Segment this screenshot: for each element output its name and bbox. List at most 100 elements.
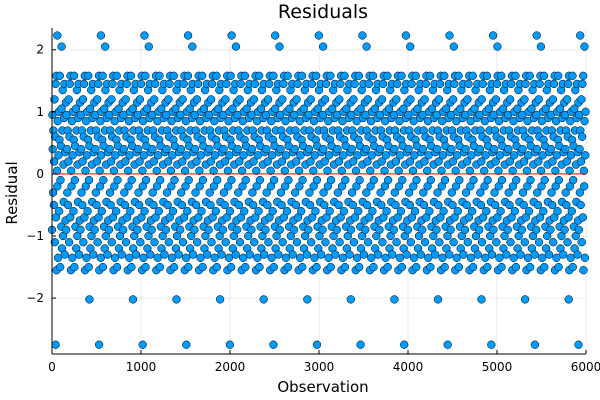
data-point xyxy=(423,166,432,175)
data-point xyxy=(247,144,257,154)
data-point xyxy=(241,262,250,272)
data-point xyxy=(277,200,286,210)
data-point xyxy=(262,188,271,197)
data-point xyxy=(511,262,521,272)
data-point xyxy=(546,144,556,154)
data-point xyxy=(312,262,321,272)
data-point xyxy=(369,262,378,272)
data-point xyxy=(295,253,305,262)
data-point xyxy=(408,166,418,175)
x-tick-label: 2000 xyxy=(215,360,246,374)
data-point xyxy=(221,95,230,104)
data-point xyxy=(368,71,378,80)
data-point xyxy=(497,175,507,185)
data-point xyxy=(464,79,473,89)
data-point xyxy=(575,188,585,197)
data-point xyxy=(103,250,112,259)
data-point xyxy=(467,151,476,160)
data-point xyxy=(78,157,87,166)
data-point xyxy=(562,200,571,210)
data-point xyxy=(232,225,242,234)
data-point xyxy=(71,104,81,113)
data-point xyxy=(443,340,452,349)
data-point xyxy=(405,200,414,210)
data-point xyxy=(468,262,478,272)
data-point xyxy=(198,262,207,272)
data-point xyxy=(302,250,312,259)
data-point xyxy=(260,250,269,259)
data-point xyxy=(312,71,321,80)
data-point xyxy=(185,104,194,113)
data-point xyxy=(390,144,399,154)
data-point xyxy=(70,262,79,272)
data-point xyxy=(57,42,66,51)
data-point xyxy=(521,79,530,89)
data-point xyxy=(320,95,330,104)
data-point xyxy=(126,207,135,216)
data-point xyxy=(363,157,372,166)
data-point xyxy=(157,104,166,113)
data-point xyxy=(182,253,191,262)
data-point xyxy=(282,151,291,160)
data-point xyxy=(223,166,233,175)
data-point xyxy=(562,157,571,166)
data-point xyxy=(473,250,482,259)
data-point xyxy=(470,104,479,113)
data-point xyxy=(520,238,529,247)
x-tick-label: 5000 xyxy=(482,360,513,374)
data-point xyxy=(263,200,272,210)
data-point xyxy=(440,175,450,185)
data-point xyxy=(492,79,502,89)
data-point xyxy=(518,144,527,154)
data-point xyxy=(534,238,544,247)
data-point xyxy=(364,79,373,89)
data-point xyxy=(276,188,286,197)
data-point xyxy=(320,157,329,166)
data-point xyxy=(574,340,583,349)
data-point xyxy=(125,151,134,160)
data-point xyxy=(236,79,245,89)
data-point xyxy=(434,157,443,166)
data-point xyxy=(155,71,164,80)
data-point xyxy=(494,166,503,175)
data-point xyxy=(382,207,391,216)
data-point xyxy=(490,144,499,154)
data-point xyxy=(367,253,376,262)
data-point xyxy=(459,250,468,259)
data-point xyxy=(131,250,141,259)
data-point xyxy=(518,188,528,197)
data-point xyxy=(441,104,451,113)
data-point xyxy=(349,157,358,166)
data-point xyxy=(63,188,72,197)
data-point xyxy=(196,151,205,160)
data-point xyxy=(349,238,359,247)
data-point xyxy=(555,104,565,113)
data-point xyxy=(94,340,104,349)
data-point xyxy=(297,207,306,216)
data-point xyxy=(462,200,471,210)
data-point xyxy=(342,104,351,113)
data-point xyxy=(252,166,261,175)
data-point xyxy=(166,166,176,175)
data-point xyxy=(141,175,151,185)
data-point xyxy=(212,262,221,272)
data-point xyxy=(482,71,492,80)
data-point xyxy=(218,225,228,234)
data-point xyxy=(433,144,442,154)
data-point xyxy=(397,262,407,272)
data-point xyxy=(493,42,502,51)
data-point xyxy=(310,253,319,262)
data-point xyxy=(425,71,435,80)
data-point xyxy=(125,253,134,262)
y-tick-label: 1 xyxy=(36,105,44,119)
data-point xyxy=(355,262,364,272)
data-point xyxy=(48,188,58,197)
data-point xyxy=(64,157,73,166)
data-point xyxy=(566,253,575,262)
data-point xyxy=(491,95,501,104)
x-tick-label: 6000 xyxy=(571,360,600,374)
data-point xyxy=(538,151,547,160)
axes: 0 1000 2000 3000 4000 5000 6000 −2 −1 0 1 2 xyxy=(26,28,600,374)
data-point xyxy=(452,151,462,160)
